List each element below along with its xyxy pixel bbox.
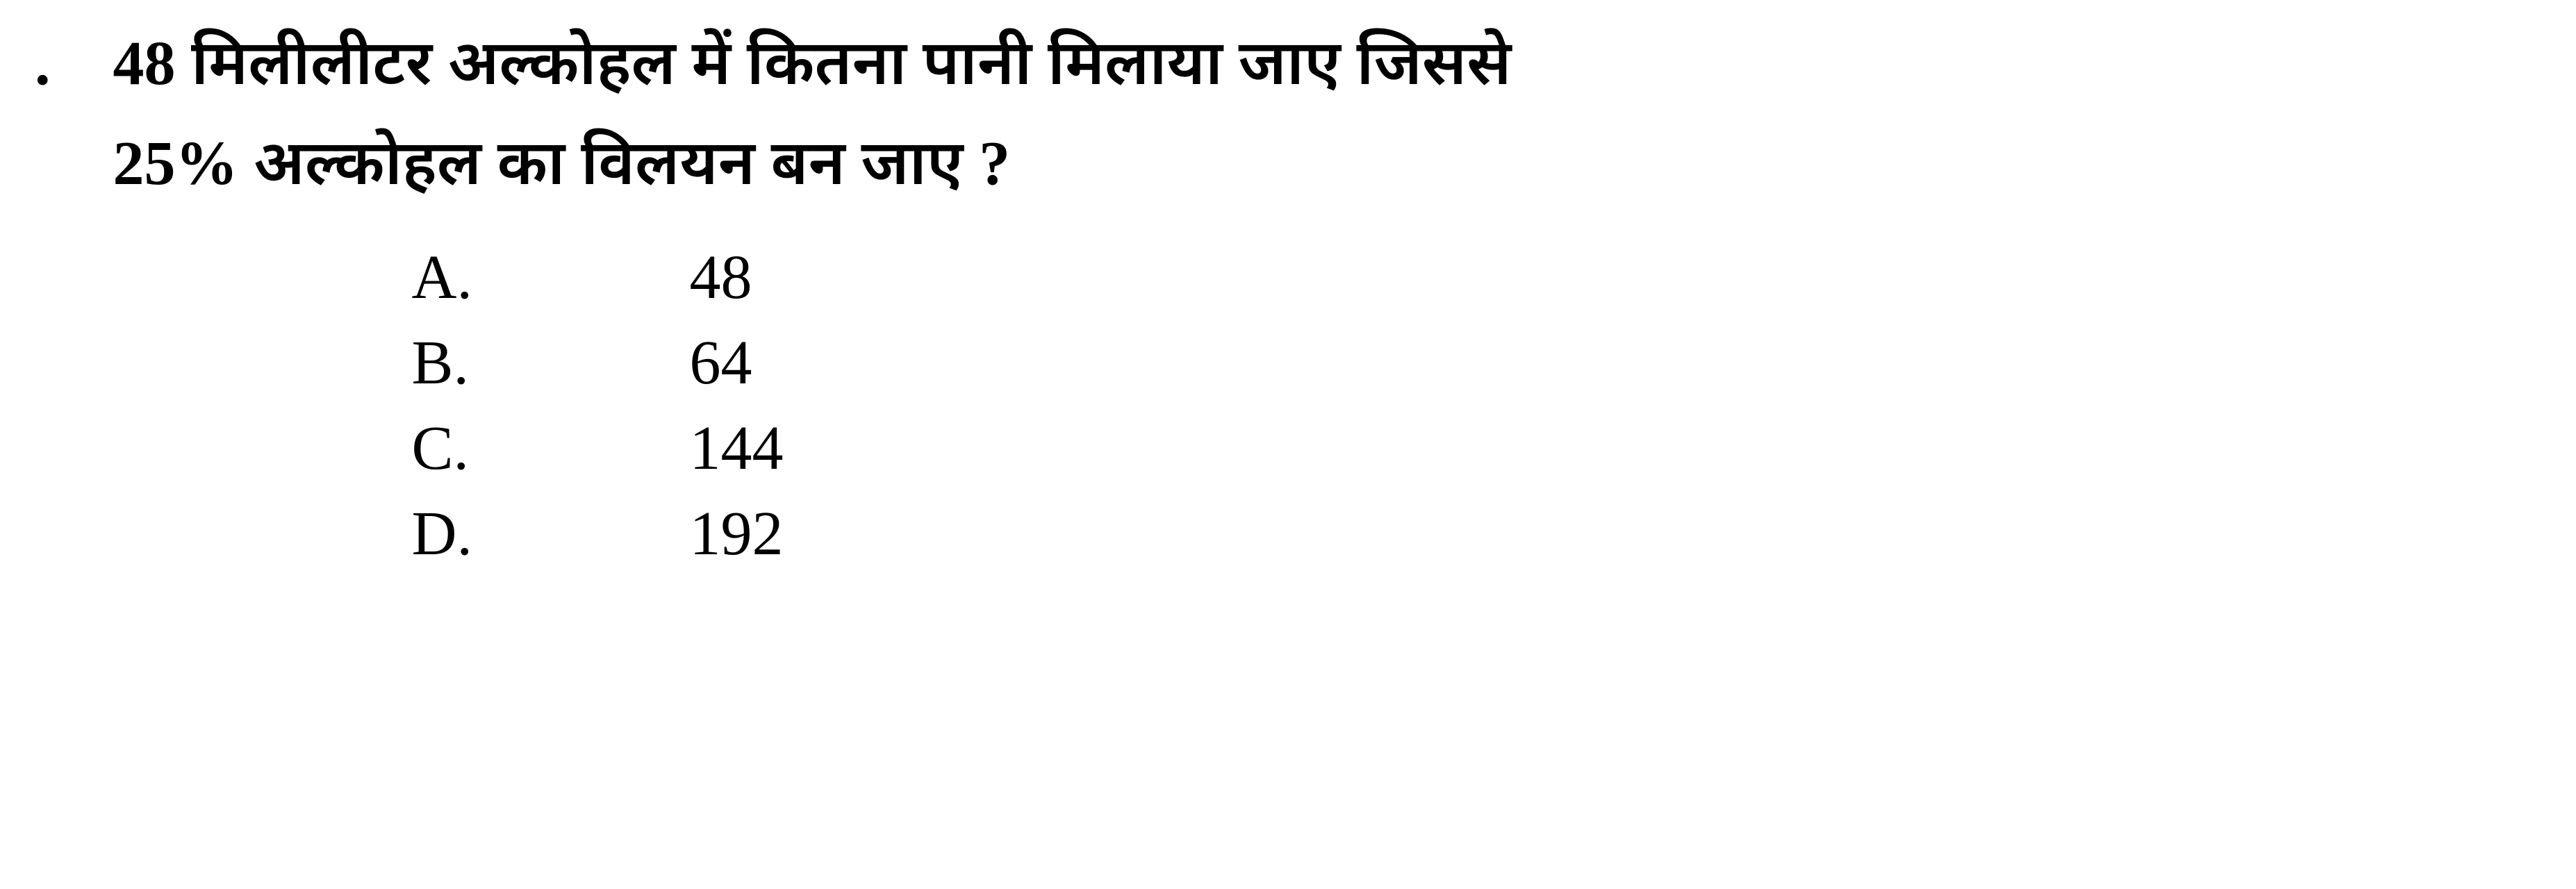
option-d: D. 192 [412, 498, 2576, 570]
option-value: 64 [690, 327, 752, 399]
option-letter: B. [412, 327, 690, 399]
option-a: A. 48 [412, 242, 2576, 313]
question-container: . 48 मिलीलीटर अल्कोहल में कितना पानी मिल… [0, 0, 2576, 583]
option-b: B. 64 [412, 327, 2576, 399]
option-c: C. 144 [412, 413, 2576, 484]
options-block: A. 48 B. 64 C. 144 D. 192 [412, 242, 2576, 570]
question-line-1: 48 मिलीलीटर अल्कोहल में कितना पानी मिलाय… [113, 14, 2576, 114]
option-value: 144 [690, 413, 784, 484]
option-value: 192 [690, 498, 784, 570]
option-letter: A. [412, 242, 690, 313]
question-line-2: 25% अल्कोहल का विलयन बन जाए ? [113, 114, 2576, 214]
question-row: . 48 मिलीलीटर अल्कोहल में कितना पानी मिल… [35, 14, 2576, 583]
option-letter: C. [412, 413, 690, 484]
option-letter: D. [412, 498, 690, 570]
bullet-marker: . [35, 14, 51, 114]
option-value: 48 [690, 242, 752, 313]
question-block: 48 मिलीलीटर अल्कोहल में कितना पानी मिलाय… [113, 14, 2576, 583]
